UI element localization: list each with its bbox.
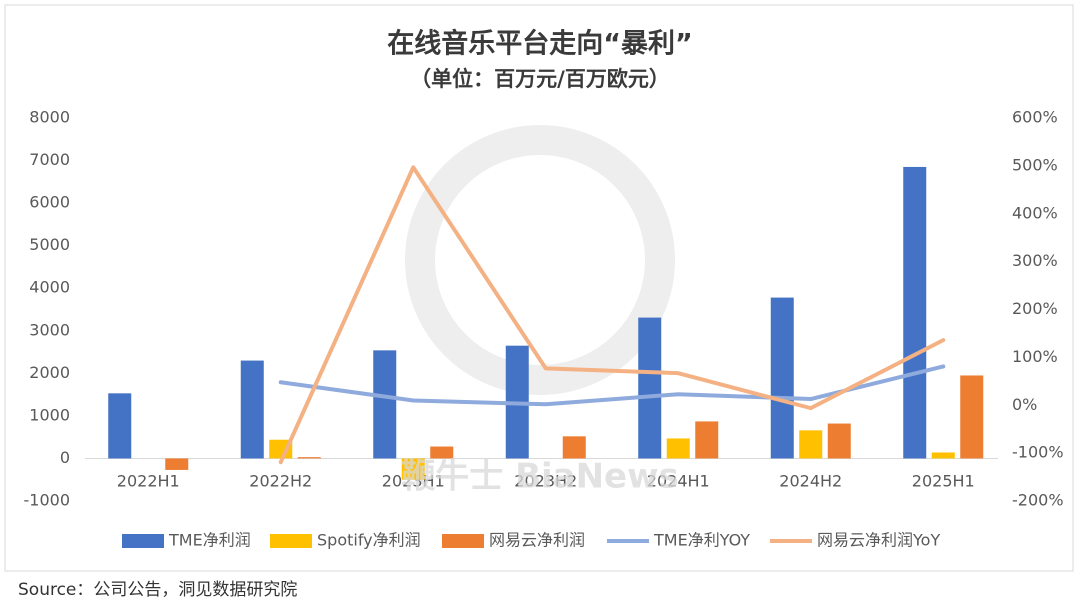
x-tick-label: 2023H2 — [514, 472, 577, 491]
y-tick-label: 4000 — [29, 278, 70, 297]
y2-tick-label: 600% — [1012, 108, 1058, 127]
chart-subtitle: （单位：百万元/百万欧元） — [410, 67, 670, 91]
source-note: Source：公司公告，洞见数据研究院 — [18, 580, 297, 600]
legend-swatch — [442, 534, 484, 548]
watermark-logo — [405, 125, 675, 395]
bar — [638, 317, 662, 459]
y2-tick-label: 500% — [1012, 155, 1058, 174]
y-tick-label: 1000 — [29, 405, 70, 424]
bar — [373, 350, 397, 459]
bar — [297, 457, 321, 459]
bar — [960, 375, 984, 459]
x-tick-label: 2025H1 — [912, 472, 975, 491]
bar — [903, 166, 927, 459]
y-tick-label: -1000 — [24, 491, 71, 510]
y-tick-label: 6000 — [29, 193, 70, 212]
bar — [401, 458, 425, 480]
legend-label: TME净利YOY — [653, 531, 750, 550]
bar — [931, 452, 955, 459]
chart-title: 在线音乐平台走向“暴利” — [387, 28, 693, 60]
x-tick-label: 2024H2 — [779, 472, 842, 491]
bar — [695, 421, 719, 459]
x-tick-label: 2022H1 — [117, 472, 180, 491]
y2-tick-label: 0% — [1012, 395, 1037, 414]
y2-tick-label: -200% — [1012, 491, 1064, 510]
y-tick-label: 7000 — [29, 150, 70, 169]
legend-swatch — [122, 534, 164, 548]
bar — [430, 446, 454, 459]
y2-tick-label: 300% — [1012, 251, 1058, 270]
legend-label: 网易云净利润YoY — [817, 531, 940, 550]
legend-swatch — [270, 534, 312, 548]
x-tick-label: 2022H2 — [249, 472, 312, 491]
bar — [108, 393, 132, 459]
x-tick-label: 2024H1 — [647, 472, 710, 491]
line-series — [278, 165, 946, 465]
legend-label: Spotify净利润 — [317, 531, 421, 550]
chart-frame — [4, 4, 1074, 572]
bar — [799, 430, 823, 459]
bar — [770, 297, 794, 459]
bar — [827, 423, 851, 459]
y2-tick-label: 200% — [1012, 299, 1058, 318]
legend-label: 网易云净利润 — [489, 531, 585, 550]
y-tick-label: 5000 — [29, 235, 70, 254]
line-series — [278, 364, 946, 407]
legend-label: TME净利润 — [168, 531, 251, 550]
y-tick-label: 8000 — [29, 108, 70, 127]
watermark: 鞭牛士 BiaNews — [401, 457, 679, 497]
y2-tick-label: 400% — [1012, 203, 1058, 222]
bar — [666, 438, 690, 459]
bar — [165, 458, 189, 470]
y2-tick-label: 100% — [1012, 347, 1058, 366]
y2-tick-label: -100% — [1012, 443, 1064, 462]
y-tick-label: 0 — [60, 448, 70, 467]
bar — [562, 436, 586, 459]
y-tick-label: 2000 — [29, 363, 70, 382]
y-tick-label: 3000 — [29, 320, 70, 339]
x-tick-label: 2023H1 — [382, 472, 445, 491]
bar — [240, 360, 264, 459]
